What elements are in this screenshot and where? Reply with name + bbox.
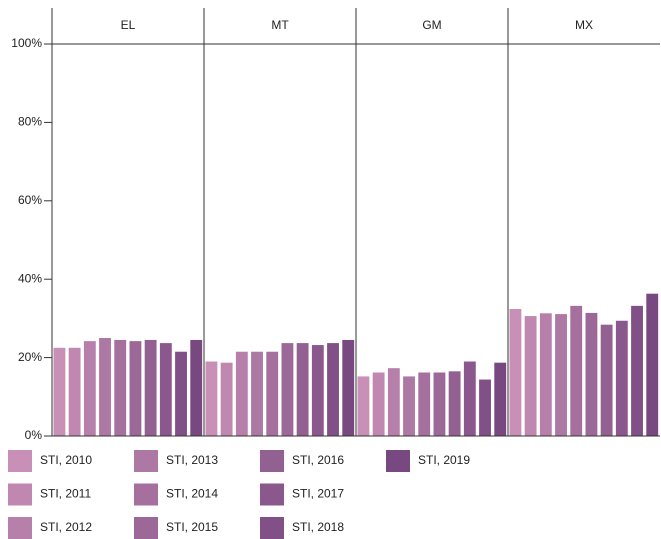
- y-tick-label: 20%: [18, 350, 42, 364]
- bar: [539, 313, 552, 436]
- bar: [600, 324, 613, 436]
- bar: [68, 347, 81, 436]
- bar: [372, 372, 385, 436]
- bar: [129, 341, 142, 436]
- legend-label: STI, 2014: [166, 487, 218, 501]
- bar: [327, 343, 339, 436]
- bar: [205, 361, 218, 436]
- legend-swatch: [260, 450, 284, 472]
- legend-label: STI, 2015: [166, 520, 218, 534]
- bar: [311, 345, 324, 436]
- y-tick-label: 100%: [11, 36, 42, 50]
- bar: [615, 320, 628, 436]
- bar: [342, 339, 355, 436]
- y-tick-label: 60%: [18, 193, 42, 207]
- bar: [585, 312, 598, 436]
- bar: [433, 372, 446, 436]
- panel-label: GM: [422, 18, 441, 32]
- bar: [494, 362, 507, 436]
- bar: [220, 362, 233, 436]
- legend-label: STI, 2017: [292, 487, 344, 501]
- bar: [175, 351, 187, 436]
- bar: [159, 343, 172, 436]
- bar: [448, 371, 461, 436]
- bar: [524, 316, 537, 436]
- bar: [144, 339, 157, 436]
- panel-label: EL: [121, 18, 136, 32]
- bar: [114, 339, 127, 436]
- bar: [357, 376, 370, 436]
- bar: [631, 305, 643, 436]
- legend-label: STI, 2016: [292, 453, 344, 467]
- bar: [463, 361, 476, 436]
- bar: [479, 379, 491, 436]
- bar: [555, 314, 567, 436]
- bar: [570, 305, 583, 436]
- legend-swatch: [134, 483, 158, 506]
- bar: [266, 351, 279, 436]
- y-tick-label: 0%: [25, 428, 43, 442]
- legend-swatch: [134, 450, 158, 472]
- panel-label: MX: [575, 18, 593, 32]
- bar: [418, 372, 431, 436]
- bar: [281, 343, 294, 436]
- legend-swatch: [134, 517, 158, 539]
- panel-label: MT: [271, 18, 289, 32]
- bar: [83, 341, 96, 436]
- bar: [509, 308, 522, 436]
- legend-label: STI, 2019: [418, 453, 470, 467]
- legend-swatch: [8, 483, 32, 506]
- bar: [251, 351, 263, 436]
- bar: [99, 338, 111, 436]
- legend-label: STI, 2018: [292, 520, 344, 534]
- legend-label: STI, 2012: [40, 520, 92, 534]
- y-tick-label: 80%: [18, 115, 42, 129]
- bar: [190, 339, 203, 436]
- bar: [296, 343, 309, 436]
- y-tick-label: 40%: [18, 271, 42, 285]
- legend-swatch: [8, 450, 32, 472]
- legend-swatch: [386, 450, 410, 472]
- bar: [403, 376, 415, 436]
- legend-label: STI, 2013: [166, 453, 218, 467]
- legend-swatch: [8, 517, 32, 539]
- bar: [235, 351, 248, 436]
- bar: [387, 368, 400, 436]
- legend-swatch: [260, 517, 284, 539]
- bar: [53, 347, 66, 436]
- legend-swatch: [260, 483, 284, 506]
- bar: [646, 293, 659, 436]
- legend-label: STI, 2011: [40, 487, 91, 501]
- legend-label: STI, 2010: [40, 453, 92, 467]
